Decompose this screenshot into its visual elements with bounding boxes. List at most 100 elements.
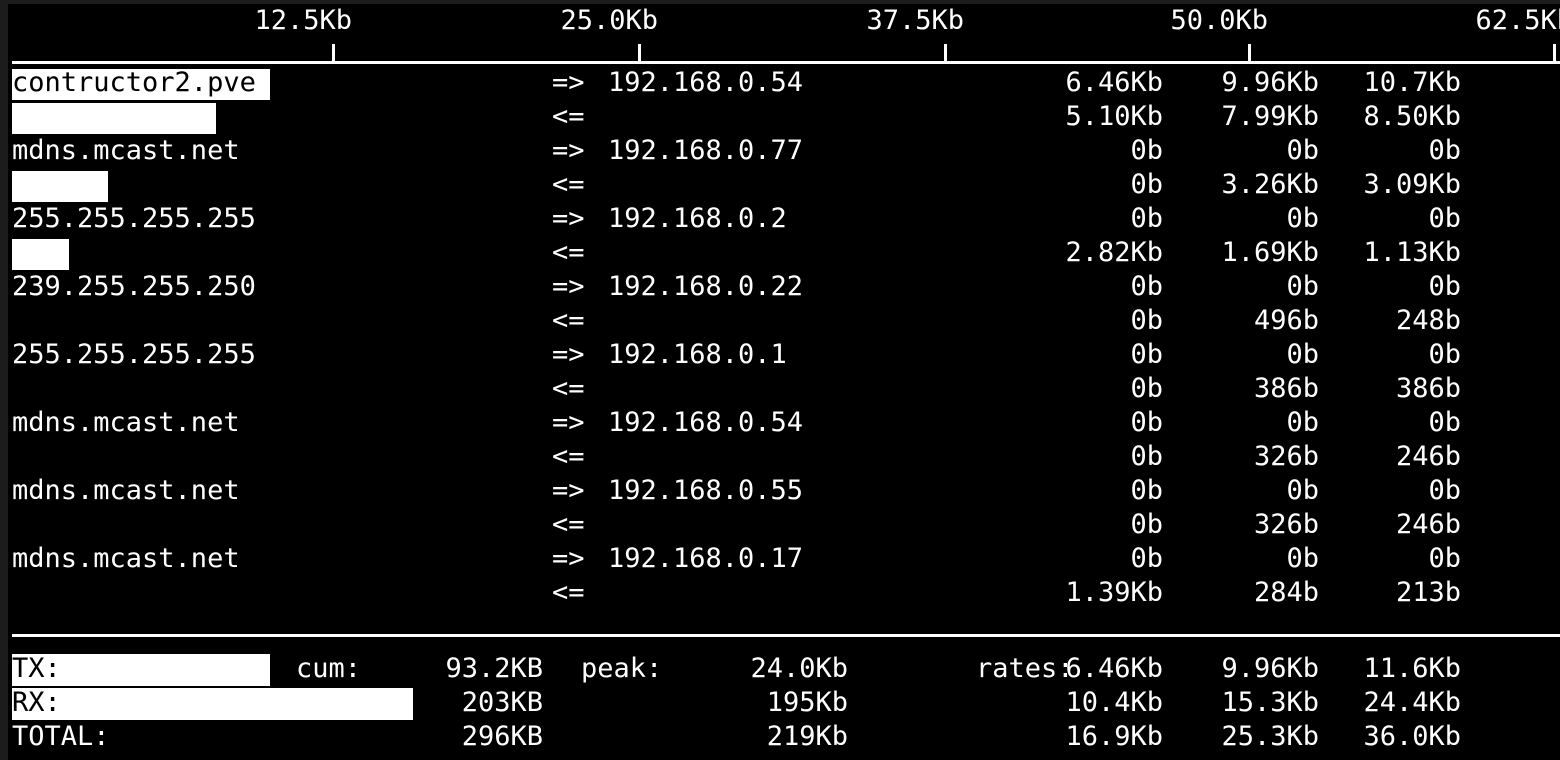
host-line-rx[interactable]: <= 0b 326b 246b <box>8 508 1560 542</box>
host-line-rx[interactable]: <= 0b 3.26Kb 3.09Kb <box>8 168 1560 202</box>
summary-rate-0: 6.46Kb <box>1065 653 1163 684</box>
direction-arrow-in: <= <box>552 169 585 200</box>
footer-divider <box>12 634 1560 637</box>
tx-rate-1: 0b <box>1286 543 1319 574</box>
peak-key: peak: <box>581 653 663 684</box>
rates-key: rates: <box>976 653 1074 684</box>
tx-rate-1: 9.96Kb <box>1221 67 1319 98</box>
rx-rate-0: 2.82Kb <box>1065 237 1163 268</box>
host-row[interactable]: contructor2.pve => 192.168.0.54 6.46Kb 9.96K… <box>8 66 1560 134</box>
tx-rate-2: 0b <box>1428 339 1461 370</box>
rx-rate-1: 326b <box>1253 441 1319 472</box>
direction-arrow-in: <= <box>552 441 585 472</box>
host-row[interactable]: mdns.mcast.net => 192.168.0.55 0b 0b 0b <= 0b 32… <box>8 474 1560 542</box>
host-line-tx[interactable]: 239.255.255.250 => 192.168.0.22 0b 0b 0b <box>8 270 1560 304</box>
rx-rate-2: 248b <box>1395 305 1461 336</box>
cum-value: 203KB <box>461 687 543 718</box>
host-line-rx[interactable]: <= 0b 386b 386b <box>8 372 1560 406</box>
host-line-tx[interactable]: 255.255.255.255 => 192.168.0.2 0b 0b 0b <box>8 202 1560 236</box>
host-line-tx[interactable]: mdns.mcast.net => 192.168.0.55 0b 0b 0b <box>8 474 1560 508</box>
rx-rate-2: 8.50Kb <box>1363 101 1461 132</box>
tx-rate-2: 0b <box>1428 271 1461 302</box>
direction-arrow-in: <= <box>552 373 585 404</box>
scale-axis-line <box>12 61 1560 64</box>
rx-rate-2: 246b <box>1395 509 1461 540</box>
peer-address: 192.168.0.77 <box>608 135 804 166</box>
direction-arrow-in: <= <box>552 577 585 608</box>
tx-rate-0: 0b <box>1130 135 1163 166</box>
cum-value: 93.2KB <box>445 653 543 684</box>
host-row[interactable]: 255.255.255.255 => 192.168.0.2 0b 0b 0b <= 2.82… <box>8 202 1560 270</box>
host-line-rx[interactable]: <= 5.10Kb 7.99Kb 8.50Kb <box>8 100 1560 134</box>
tx-bandwidth-bar <box>12 69 270 100</box>
host-row[interactable]: mdns.mcast.net => 192.168.0.17 0b 0b 0b <= 1.39… <box>8 542 1560 610</box>
host-line-tx[interactable]: 255.255.255.255 => 192.168.0.1 0b 0b 0b <box>8 338 1560 372</box>
host-line-tx[interactable]: mdns.mcast.net => 192.168.0.54 0b 0b 0b <box>8 406 1560 440</box>
host-row[interactable]: 239.255.255.250 => 192.168.0.22 0b 0b 0b <= 0b 4… <box>8 270 1560 338</box>
summary-bar <box>12 654 270 686</box>
direction-arrow-out: => <box>552 543 585 574</box>
scale-tick <box>638 44 641 64</box>
summary-rate-0: 10.4Kb <box>1065 687 1163 718</box>
host-line-tx[interactable]: mdns.mcast.net => 192.168.0.17 0b 0b 0b <box>8 542 1560 576</box>
host-line-tx[interactable]: mdns.mcast.net => 192.168.0.77 0b 0b 0b <box>8 134 1560 168</box>
cum-value: 296KB <box>461 721 543 752</box>
host-row[interactable]: mdns.mcast.net => 192.168.0.54 0b 0b 0b <= 0b 32… <box>8 406 1560 474</box>
tx-rate-0: 0b <box>1130 339 1163 370</box>
summary-row: TX: cum: peak: rates: 93.2KB 24.0Kb 6.46Kb 9.96… <box>8 652 1560 686</box>
peer-address: 192.168.0.55 <box>608 475 804 506</box>
direction-arrow-out: => <box>552 475 585 506</box>
rx-rate-0: 0b <box>1130 305 1163 336</box>
scale-label: 12.5Kb <box>254 5 352 36</box>
summary-footer: TX: cum: peak: rates: 93.2KB 24.0Kb 6.46Kb 9.96… <box>8 652 1560 760</box>
peer-address: 192.168.0.54 <box>608 407 804 438</box>
rx-rate-0: 0b <box>1130 509 1163 540</box>
bandwidth-scale: 12.5Kb 25.0Kb 37.5Kb 50.0Kb 62.5Kb <box>8 4 1560 66</box>
peak-value: 219Kb <box>766 721 848 752</box>
peer-address: 192.168.0.1 <box>608 339 787 370</box>
summary-row: TOTAL: 296KB 219Kb 16.9Kb 25.3Kb 36.0Kb <box>8 720 1560 754</box>
tx-rate-2: 0b <box>1428 543 1461 574</box>
scale-tick <box>332 44 335 64</box>
host-line-rx[interactable]: <= 2.82Kb 1.69Kb 1.13Kb <box>8 236 1560 270</box>
rx-rate-0: 0b <box>1130 169 1163 200</box>
rx-rate-2: 386b <box>1395 373 1461 404</box>
rx-rate-1: 7.99Kb <box>1221 101 1319 132</box>
host-line-rx[interactable]: <= 1.39Kb 284b 213b <box>8 576 1560 610</box>
direction-arrow-in: <= <box>552 305 585 336</box>
rx-bandwidth-bar <box>12 103 216 134</box>
tx-rate-2: 0b <box>1428 135 1461 166</box>
tx-rate-1: 0b <box>1286 475 1319 506</box>
rx-rate-0: 0b <box>1130 373 1163 404</box>
host-line-rx[interactable]: <= 0b 326b 246b <box>8 440 1560 474</box>
rx-rate-1: 386b <box>1253 373 1319 404</box>
host-row[interactable]: 255.255.255.255 => 192.168.0.1 0b 0b 0b <= 0b 38… <box>8 338 1560 406</box>
rx-rate-2: 213b <box>1395 577 1461 608</box>
peak-value: 24.0Kb <box>750 653 848 684</box>
scale-tick <box>1553 44 1556 64</box>
summary-rate-2: 24.4Kb <box>1363 687 1461 718</box>
peer-address: 192.168.0.54 <box>608 67 804 98</box>
rx-rate-0: 0b <box>1130 441 1163 472</box>
direction-arrow-in: <= <box>552 237 585 268</box>
summary-rate-1: 9.96Kb <box>1221 653 1319 684</box>
tx-rate-2: 0b <box>1428 475 1461 506</box>
rx-bandwidth-bar <box>12 171 108 202</box>
direction-arrow-in: <= <box>552 101 585 132</box>
peer-address: 192.168.0.22 <box>608 271 804 302</box>
scale-label: 62.5Kb <box>1475 5 1560 36</box>
summary-row: RX: 203KB 195Kb 10.4Kb 15.3Kb 24.4Kb <box>8 686 1560 720</box>
host-row[interactable]: mdns.mcast.net => 192.168.0.77 0b 0b 0b <= 0b 3.… <box>8 134 1560 202</box>
host-line-tx[interactable]: contructor2.pve => 192.168.0.54 6.46Kb 9.96K… <box>8 66 1560 100</box>
summary-label: RX: <box>12 687 61 718</box>
direction-arrow-out: => <box>552 203 585 234</box>
rx-bandwidth-bar <box>12 239 69 270</box>
tx-rate-0: 0b <box>1130 543 1163 574</box>
direction-arrow-out: => <box>552 339 585 370</box>
summary-rate-1: 15.3Kb <box>1221 687 1319 718</box>
terminal-window[interactable]: 12.5Kb 25.0Kb 37.5Kb 50.0Kb 62.5Kb contructo… <box>8 4 1560 760</box>
host-line-rx[interactable]: <= 0b 496b 248b <box>8 304 1560 338</box>
host-pair-list[interactable]: contructor2.pve => 192.168.0.54 6.46Kb 9.96K… <box>8 66 1560 629</box>
tx-rate-0: 0b <box>1130 475 1163 506</box>
rx-rate-2: 1.13Kb <box>1363 237 1461 268</box>
